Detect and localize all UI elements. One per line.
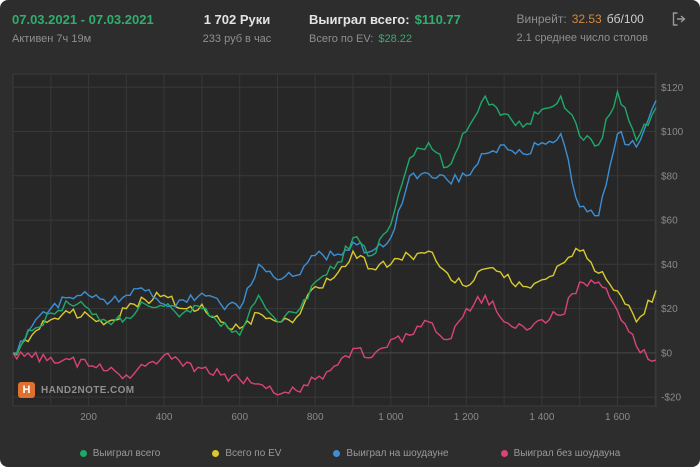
hands-count: 1 702 Руки	[203, 12, 271, 27]
series-line-1	[12, 247, 657, 356]
hands-info: 1 702 Руки 233 руб в час	[187, 12, 287, 45]
y-tick-label: $100	[661, 127, 684, 138]
exit-icon	[672, 12, 686, 26]
legend-dot	[79, 450, 87, 457]
hourly-rate: 233 руб в час	[202, 33, 272, 45]
session-info: 07.03.2021 - 07.03.2021 Активен 7ч 19м	[12, 12, 187, 45]
hand2note-logo-text: HAND2NOTE.COM	[41, 384, 135, 396]
legend-dot	[212, 450, 220, 457]
y-tick-label: $80	[661, 171, 678, 182]
ev-total-value: $28.22	[378, 33, 413, 45]
x-tick-label: 1 200	[454, 412, 479, 423]
plot-area	[13, 74, 656, 406]
y-tick-label: $120	[661, 83, 684, 94]
y-tick-label: -$20	[661, 393, 681, 404]
hand2note-logo[interactable]: H HAND2NOTE.COM	[18, 382, 135, 398]
legend-item[interactable]: Выиграл всего	[79, 448, 161, 459]
date-range: 07.03.2021 - 07.03.2021	[12, 12, 154, 27]
x-tick-label: 600	[231, 412, 248, 423]
y-tick-label: $40	[661, 260, 678, 271]
series-line-2	[12, 100, 657, 354]
y-tick-label: $0	[661, 348, 673, 359]
legend-item[interactable]: Выиграл на шоудауне	[333, 448, 449, 459]
active-time: Активен 7ч 19м	[12, 33, 92, 45]
winnings-chart-svg: $120 $100 $80 $60 $40 $20 $0 -$20 200 400 600 800 1 …	[12, 73, 684, 423]
winnings-info: Выиграл всего: $110.77 Всего по EV: $28.22	[309, 12, 461, 45]
legend-item[interactable]: Выиграл без шоудауна	[500, 448, 621, 459]
x-tick-label: 200	[80, 412, 97, 423]
x-tick-label: 400	[156, 412, 173, 423]
legend: Выиграл всего Всего по EV Выиграл на шоуда…	[0, 448, 700, 459]
y-tick-label: $20	[661, 304, 678, 315]
winrate-value: 32.53	[571, 12, 602, 26]
won-total-value: $110.77	[414, 12, 461, 27]
x-tick-label: 1 000	[378, 412, 403, 423]
legend-item[interactable]: Всего по EV	[212, 448, 281, 459]
series-line-0	[12, 88, 657, 355]
x-tick-label: 1 600	[605, 412, 630, 423]
legend-label: Всего по EV	[225, 448, 282, 459]
plot-frame	[12, 73, 657, 407]
legend-label: Выиграл без шоудауна	[513, 448, 621, 459]
winrate-label: Винрейт:	[516, 12, 567, 26]
header: 07.03.2021 - 07.03.2021 Активен 7ч 19м 1…	[0, 0, 700, 64]
x-tick-label: 1 400	[529, 412, 554, 423]
legend-label: Выиграл на шоудауне	[346, 448, 449, 459]
winrate-units: бб/100	[606, 12, 644, 26]
won-total-label: Выиграл всего:	[309, 12, 410, 27]
series-line-3	[12, 279, 657, 396]
ev-total-label: Всего по EV:	[309, 33, 374, 45]
x-tick-label: 800	[307, 412, 324, 423]
y-tick-label: $60	[661, 216, 678, 227]
close-button[interactable]	[670, 11, 688, 27]
legend-dot	[333, 450, 341, 457]
hand2note-logo-icon: H	[18, 382, 35, 398]
winrate-info: Винрейт: 32.53 бб/100 2.1 среднее число ст…	[516, 12, 648, 44]
legend-dot	[500, 450, 508, 457]
avg-tables: 2.1 среднее число столов	[516, 32, 648, 44]
legend-label: Выиграл всего	[92, 448, 161, 459]
chart-area: $120 $100 $80 $60 $40 $20 $0 -$20 200 400 600 800 1 …	[8, 64, 692, 428]
